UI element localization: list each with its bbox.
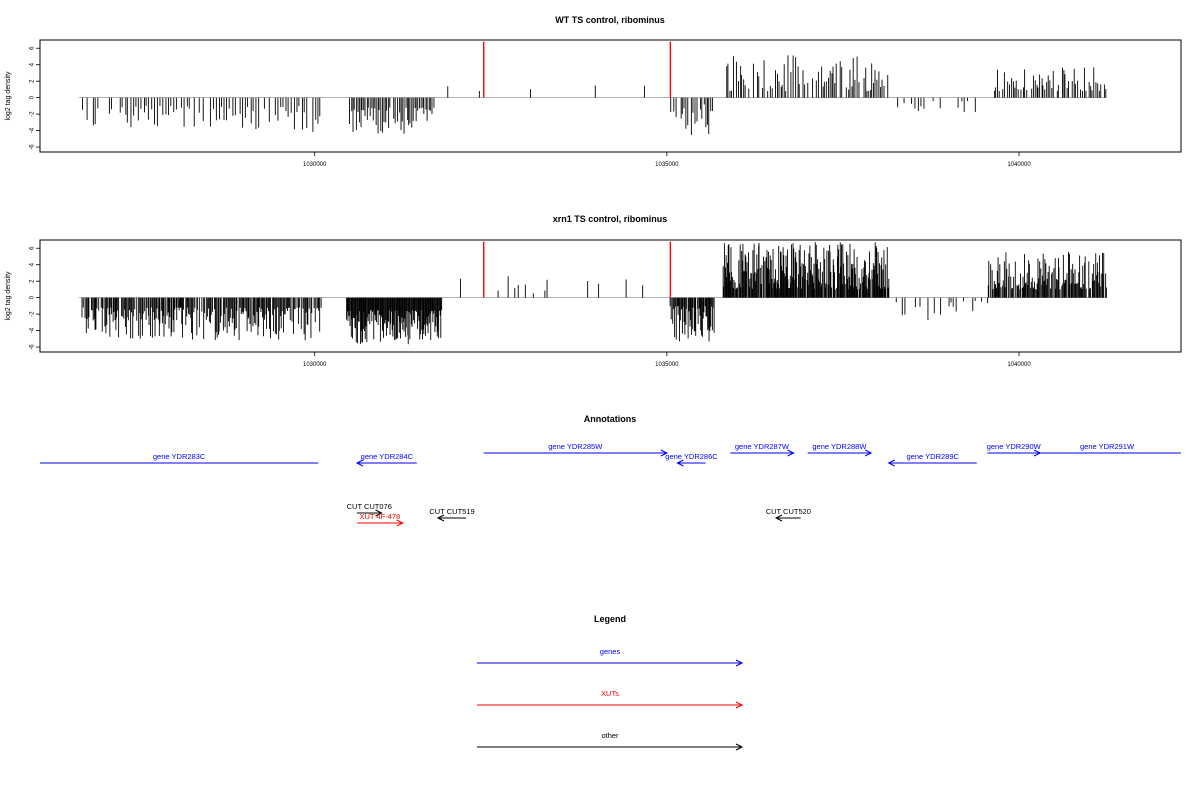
annotation-feature: gene YDR287W [730,442,795,457]
annotation-feature: gene YDR286C [665,452,718,467]
y-tick-label: 6 [30,46,36,50]
legend-item: other [477,731,744,751]
wt-y-ticks: 6 4 2 0 -2 -4 -6 [30,46,40,150]
y-tick-label: 2 [30,79,36,83]
arrowhead-left [887,459,895,467]
feature-label: gene YDR290W [987,442,1042,451]
arrowhead-right [735,659,744,667]
y-tick-label: 6 [30,246,36,250]
x-tick-label: 1035000 [655,362,679,368]
feature-label: gene YDR285W [548,442,603,451]
annotation-feature: CUT CUT520 [766,507,811,522]
feature-label: XUT 4F-478 [359,512,400,521]
feature-label: gene YDR286C [665,452,718,461]
annotation-feature: XUT 4F-478 [356,512,404,527]
wt-panel: WT TS control, ribominus log2 tag densit… [5,15,1182,168]
xrn1-plot-frame [39,239,1182,353]
annotations-track: Annotations gene YDR283C gene YDR284Cgene… [40,414,1181,527]
annotations-title: Annotations [584,414,637,424]
y-tick-label: -6 [30,144,36,150]
legend-title: Legend [594,614,626,624]
arrowhead-right [735,701,744,709]
x-tick-label: 1030000 [303,162,327,168]
legend-label: other [601,731,619,740]
y-tick-label: -6 [30,344,36,350]
xrn1-x-ticks: 1030000 1035000 1040000 [303,352,1031,368]
wt-bars [78,41,1108,136]
feature-label: gene YDR289C [907,452,960,461]
y-tick-label: -2 [30,111,36,117]
legend-label: XUTs [601,689,619,698]
feature-label: gene YDR288W [812,442,867,451]
wt-panel-title: WT TS control, ribominus [555,15,665,25]
arrowhead-right [787,449,795,457]
feature-label: gene YDR284C [361,452,414,461]
feature-label: gene YDR291W [1080,442,1135,451]
xrn1-panel: xrn1 TS control, ribominus log2 tag dens… [5,214,1182,368]
x-tick-label: 1040000 [1007,362,1031,368]
annotation-feature: gene YDR284C [355,452,417,467]
arrowhead-right [864,449,873,457]
wt-y-axis-label: log2 tag density [5,71,12,121]
annotation-features: gene YDR283C gene YDR284C gene YDR285W gene… [40,442,1181,527]
x-tick-label: 1035000 [655,162,679,168]
annotation-feature: gene YDR289C [887,452,977,467]
y-tick-label: 4 [30,262,36,266]
x-tick-label: 1040000 [1007,162,1031,168]
arrowhead-left [676,459,684,467]
xrn1-panel-title: xrn1 TS control, ribominus [553,214,668,224]
annotation-feature: gene YDR285W [483,442,668,457]
feature-label: gene YDR287W [735,442,790,451]
annotation-feature: gene YDR288W [807,442,873,457]
legend-items: genes XUTs other [477,647,744,751]
arrowhead-right [735,743,744,751]
xrn1-bars [78,241,1108,345]
arrowhead-right [660,449,668,457]
y-tick-label: -4 [30,327,36,333]
feature-label: CUT CUT519 [429,507,474,516]
annotation-feature: gene YDR291W [1033,442,1181,454]
annotation-feature: CUT CUT519 [429,507,475,522]
wt-x-ticks: 1030000 1035000 1040000 [303,152,1031,168]
feature-label: CUT CUT076 [347,502,392,511]
feature-label: CUT CUT520 [766,507,811,516]
annotation-feature: gene YDR283C [40,452,319,464]
arrowhead-left [436,514,445,522]
legend-item: XUTs [477,689,744,709]
legend: Legend genes XUTs other [477,614,744,751]
y-tick-label: -2 [30,311,36,317]
xrn1-y-ticks: 6 4 2 0 -2 -4 -6 [30,246,40,350]
y-tick-label: 4 [30,62,36,66]
y-tick-label: 0 [30,295,36,299]
annotation-feature: gene YDR290W [987,442,1042,457]
arrowhead-left [355,459,364,467]
xrn1-y-axis-label: log2 tag density [5,271,12,321]
arrowhead-right [375,509,383,517]
y-tick-label: 0 [30,95,36,99]
arrowhead-right [396,519,404,527]
y-tick-label: -4 [30,127,36,133]
wt-plot-frame [39,39,1182,153]
annotation-feature: CUT CUT076 [347,502,392,517]
legend-label: genes [600,647,621,656]
arrowhead-left [774,514,783,522]
y-tick-label: 2 [30,279,36,283]
x-tick-label: 1030000 [303,362,327,368]
feature-label: gene YDR283C [153,452,206,461]
legend-item: genes [477,647,744,667]
